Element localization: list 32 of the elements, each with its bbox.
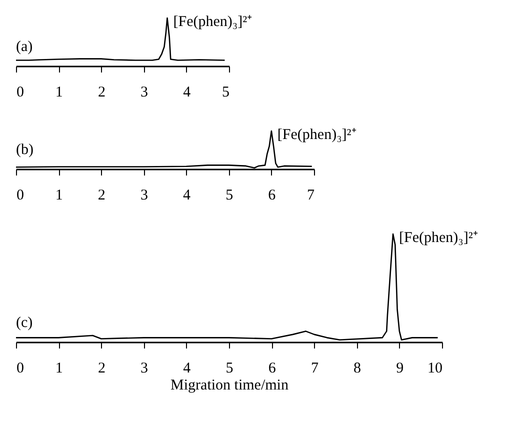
annotation: (a): [16, 39, 33, 55]
annotation: (b): [16, 142, 34, 158]
x-tick-label: 6: [268, 360, 276, 376]
x-tick-label: 5: [222, 84, 230, 100]
x-tick-label: 0: [16, 188, 24, 204]
x-tick-label: 5: [226, 188, 234, 204]
annotation: (c): [16, 315, 33, 331]
x-tick-label: 0: [16, 360, 24, 376]
x-tick-label: 0: [16, 84, 24, 100]
annotation: [Fe(phen)₃]²⁺: [277, 127, 356, 143]
x-tick-label: 4: [183, 84, 192, 100]
x-tick-label: 7: [307, 188, 315, 204]
x-tick-label: 3: [140, 84, 148, 100]
x-tick-label: 8: [354, 360, 362, 376]
x-tick-label: 4: [183, 360, 192, 376]
x-tick-label: 2: [98, 84, 106, 100]
x-tick-label: 10: [428, 360, 442, 376]
x-tick-label: 4: [183, 188, 192, 204]
x-tick-label: 9: [396, 360, 404, 376]
x-tick-label: 2: [98, 188, 106, 204]
x-tick-label: 7: [310, 360, 319, 376]
x-tick-label: 1: [55, 360, 63, 376]
x-tick-label: 6: [268, 188, 276, 204]
x-axis-title: Migration time/min: [170, 378, 289, 394]
annotation: [Fe(phen)₃]²⁺: [399, 230, 478, 246]
x-tick-label: 1: [55, 188, 63, 204]
x-tick-label: 3: [140, 188, 148, 204]
x-tick-label: 5: [226, 360, 234, 376]
annotation: [Fe(phen)₃]²⁺: [173, 14, 252, 30]
x-tick-label: 2: [98, 360, 106, 376]
x-tick-label: 1: [55, 84, 63, 100]
x-tick-label: 3: [140, 360, 148, 376]
